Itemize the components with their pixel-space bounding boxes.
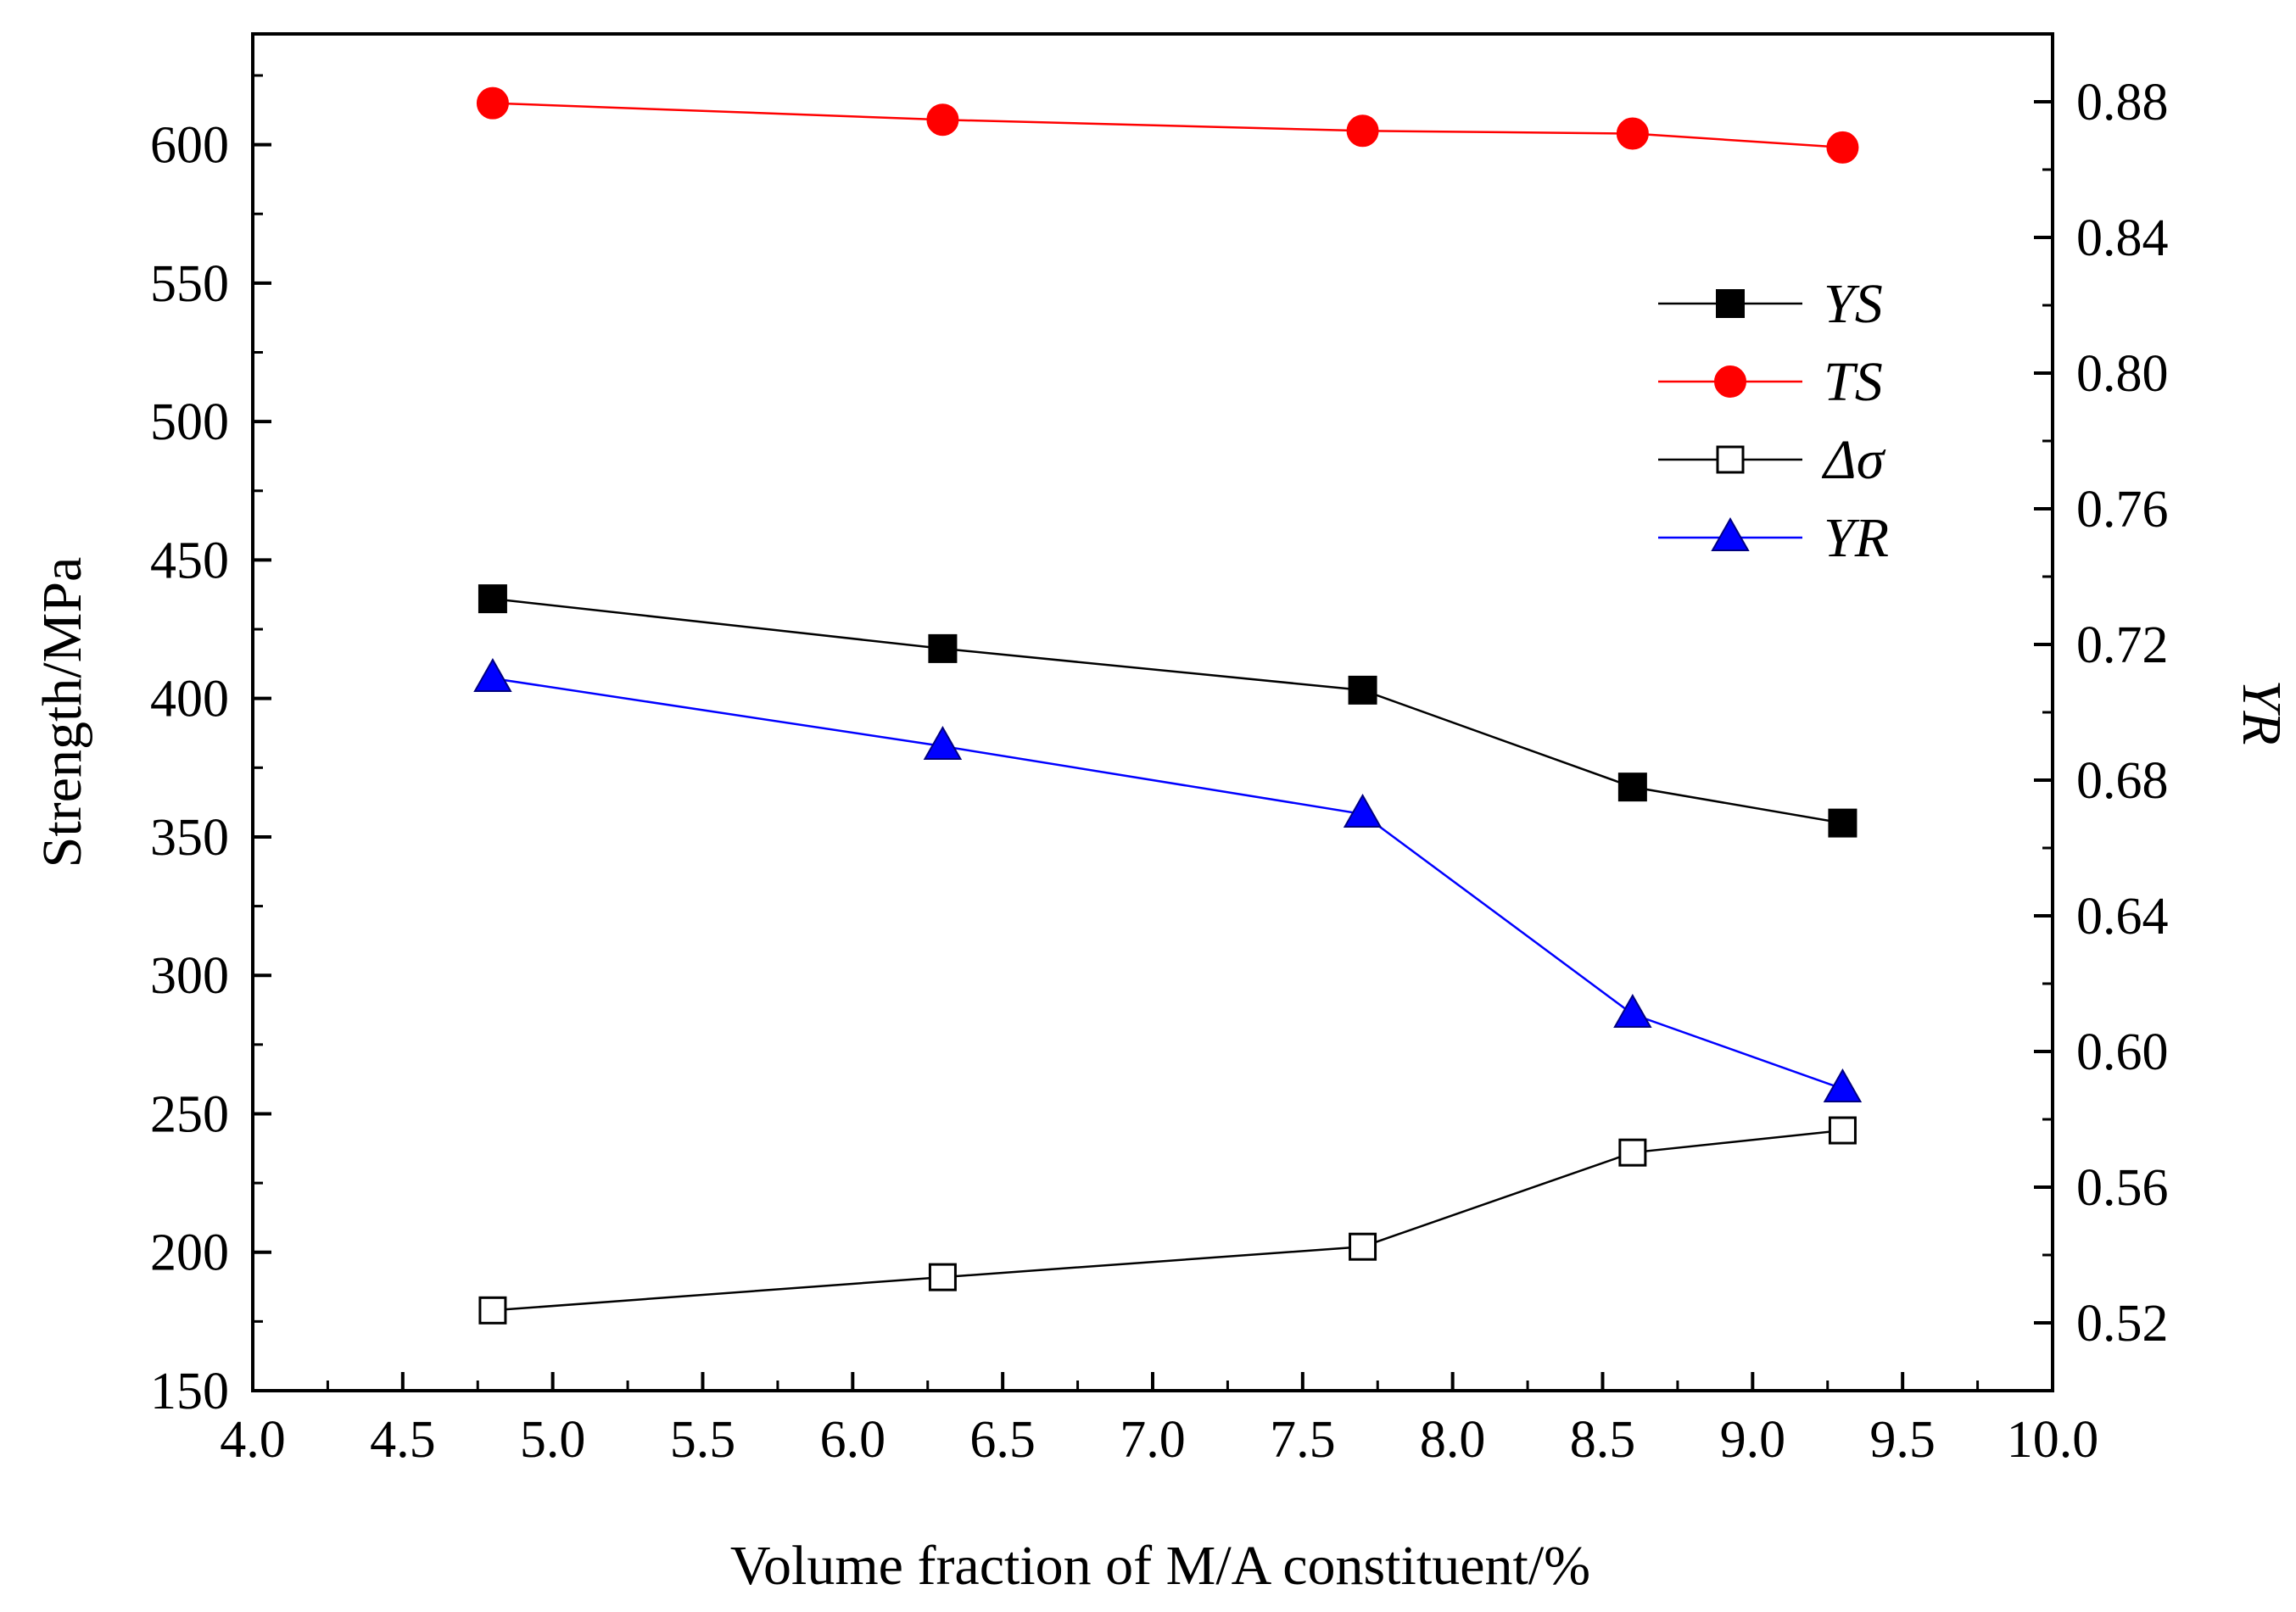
- legend-label-delta-sigma: Δσ: [1821, 429, 1886, 491]
- y-axis-right: 0.52 0.56 0.60 0.64 0.68 0.72 0.76 0.80 0.84 0.88: [2034, 74, 2169, 1353]
- data-point-ts: [926, 103, 959, 137]
- data-point-yr: [1613, 993, 1652, 1028]
- y-axis-left: 150 200 250 300 350 400 450 500 550 600: [150, 74, 271, 1420]
- legend-label-ts: TS: [1824, 351, 1883, 413]
- data-point-yr: [923, 725, 963, 760]
- legend-label-yr: YR: [1824, 507, 1889, 569]
- legend-item-delta-sigma: Δσ: [1658, 429, 1886, 491]
- series-yr: [473, 657, 1863, 1102]
- x-axis-title: Volume fraction of M/A constituent/%: [730, 1535, 1590, 1597]
- y-tick-label: 250: [150, 1085, 229, 1143]
- x-tick-label: 6.0: [820, 1411, 886, 1469]
- x-tick-label: 9.0: [1720, 1411, 1786, 1469]
- y-axis-title: Strength/MPa: [31, 557, 93, 868]
- x-tick-label: 6.5: [969, 1411, 1036, 1469]
- data-point-delta-sigma: [1618, 1138, 1647, 1167]
- data-point-yr: [473, 657, 512, 692]
- x-axis: 4.0 4.5 5.0 5.5 6.0 6.5 7.0 7.5 8.0 8.5 9.0 9.5 10.0: [220, 1372, 2098, 1469]
- y2-tick-label: 0.88: [2076, 74, 2169, 131]
- y2-axis-title: YR: [2231, 679, 2293, 745]
- y2-tick-label: 0.64: [2076, 888, 2169, 945]
- legend-marker-delta-sigma: [1716, 445, 1745, 474]
- data-point-yr: [1343, 793, 1383, 828]
- y-tick-label: 500: [150, 393, 229, 451]
- x-tick-label: 8.0: [1420, 1411, 1486, 1469]
- y-tick-label: 450: [150, 532, 229, 589]
- data-point-ts: [1346, 114, 1379, 148]
- y2-tick-label: 0.68: [2076, 752, 2169, 810]
- y2-tick-label: 0.72: [2076, 616, 2169, 674]
- y2-tick-label: 0.80: [2076, 345, 2169, 403]
- x-tick-label: 5.5: [670, 1411, 736, 1469]
- data-point-delta-sigma: [1828, 1116, 1857, 1145]
- series-delta-sigma: [478, 1116, 1857, 1325]
- data-point-delta-sigma: [1349, 1232, 1377, 1261]
- data-point-ys: [1348, 675, 1377, 705]
- data-point-delta-sigma: [928, 1263, 957, 1291]
- x-tick-label: 8.5: [1570, 1411, 1636, 1469]
- legend-item-ys: YS: [1658, 273, 1883, 335]
- y2-tick-label: 0.52: [2076, 1295, 2169, 1353]
- legend: YS TS Δσ YR: [1658, 273, 1889, 569]
- series-layer: [473, 86, 1863, 1325]
- x-tick-label: 4.0: [220, 1411, 286, 1469]
- series-ts: [476, 86, 1859, 164]
- x-tick-label: 9.5: [1869, 1411, 1936, 1469]
- series-ys: [478, 584, 1857, 838]
- x-tick-label: 7.0: [1120, 1411, 1186, 1469]
- data-point-ys: [1828, 808, 1857, 838]
- legend-item-yr: YR: [1658, 507, 1889, 569]
- data-point-ts: [1826, 131, 1859, 164]
- x-tick-label: 4.5: [370, 1411, 436, 1469]
- y-tick-label: 150: [150, 1363, 229, 1420]
- data-point-ys: [478, 584, 507, 614]
- y-tick-label: 200: [150, 1224, 229, 1282]
- x-tick-label: 5.0: [520, 1411, 586, 1469]
- data-point-ys: [1617, 773, 1647, 802]
- data-point-yr: [1823, 1068, 1863, 1102]
- y-tick-label: 300: [150, 947, 229, 1005]
- legend-item-ts: TS: [1658, 351, 1883, 413]
- plot-area-frame: [251, 32, 2054, 1392]
- y-tick-label: 550: [150, 255, 229, 313]
- data-point-ts: [476, 86, 509, 120]
- y2-tick-label: 0.56: [2076, 1159, 2169, 1217]
- y-tick-label: 600: [150, 117, 229, 175]
- data-point-ts: [1616, 117, 1649, 150]
- y-tick-label: 400: [150, 671, 229, 728]
- legend-label-ys: YS: [1824, 273, 1883, 335]
- data-point-delta-sigma: [478, 1296, 507, 1325]
- y2-tick-label: 0.60: [2076, 1024, 2169, 1081]
- y2-tick-label: 0.76: [2076, 481, 2169, 538]
- legend-marker-ts: [1714, 365, 1746, 398]
- y2-tick-label: 0.84: [2076, 209, 2169, 267]
- x-tick-label: 7.5: [1270, 1411, 1336, 1469]
- data-point-ys: [928, 633, 958, 663]
- legend-marker-ys: [1716, 289, 1745, 318]
- x-tick-label: 10.0: [2007, 1411, 2099, 1469]
- legend-marker-yr: [1711, 516, 1750, 551]
- y-tick-label: 350: [150, 809, 229, 867]
